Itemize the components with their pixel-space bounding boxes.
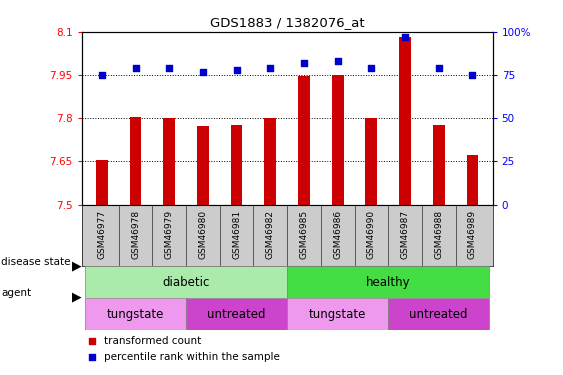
Text: GSM46979: GSM46979 (165, 210, 174, 259)
Text: ▶: ▶ (72, 259, 81, 272)
Text: GSM46990: GSM46990 (367, 210, 376, 259)
Text: GSM46978: GSM46978 (131, 210, 140, 259)
Point (165, 65, 174, 71)
Text: GSM46988: GSM46988 (434, 210, 443, 259)
Bar (85, 266, 287, 298)
Bar (332, 75, 343, 205)
Text: GSM46980: GSM46980 (198, 210, 207, 259)
Text: GSM46981: GSM46981 (232, 210, 241, 259)
Point (198, 69, 207, 75)
Bar (265, 118, 276, 205)
Bar (96, 160, 108, 205)
Bar (163, 118, 175, 205)
Point (266, 65, 275, 71)
Text: GSM46985: GSM46985 (300, 210, 309, 259)
Bar (287, 298, 388, 330)
Point (400, 34, 409, 40)
Bar (388, 298, 489, 330)
Text: transformed count: transformed count (104, 336, 202, 346)
Point (434, 65, 443, 71)
Point (367, 65, 376, 71)
Point (87, 354, 96, 360)
Text: percentile rank within the sample: percentile rank within the sample (104, 352, 280, 362)
Bar (197, 126, 209, 205)
Bar (433, 126, 445, 205)
Text: untreated: untreated (207, 308, 266, 321)
Point (232, 67, 241, 73)
Text: GSM46989: GSM46989 (468, 210, 477, 259)
Bar (186, 298, 287, 330)
Point (97, 72, 106, 78)
Text: GSM46977: GSM46977 (97, 210, 106, 259)
Bar (365, 118, 377, 205)
Point (333, 58, 342, 64)
Text: tungstate: tungstate (107, 308, 164, 321)
Text: GSM46986: GSM46986 (333, 210, 342, 259)
Bar (231, 126, 243, 205)
Point (87, 338, 96, 344)
Bar (467, 155, 479, 205)
Text: ▶: ▶ (72, 291, 81, 303)
Text: agent: agent (1, 288, 32, 298)
Text: tungstate: tungstate (309, 308, 367, 321)
Bar (129, 117, 141, 205)
Text: disease state: disease state (1, 257, 70, 267)
Bar (85, 298, 186, 330)
Title: GDS1883 / 1382076_at: GDS1883 / 1382076_at (210, 16, 364, 29)
Text: GSM46982: GSM46982 (266, 210, 275, 258)
Text: healthy: healthy (366, 276, 410, 289)
Point (300, 60, 309, 66)
Text: diabetic: diabetic (162, 276, 210, 289)
Text: untreated: untreated (409, 308, 468, 321)
Text: GSM46987: GSM46987 (400, 210, 409, 259)
Bar (298, 76, 310, 205)
Point (131, 65, 140, 71)
Bar (399, 37, 411, 205)
Bar (287, 266, 489, 298)
Point (468, 72, 477, 78)
